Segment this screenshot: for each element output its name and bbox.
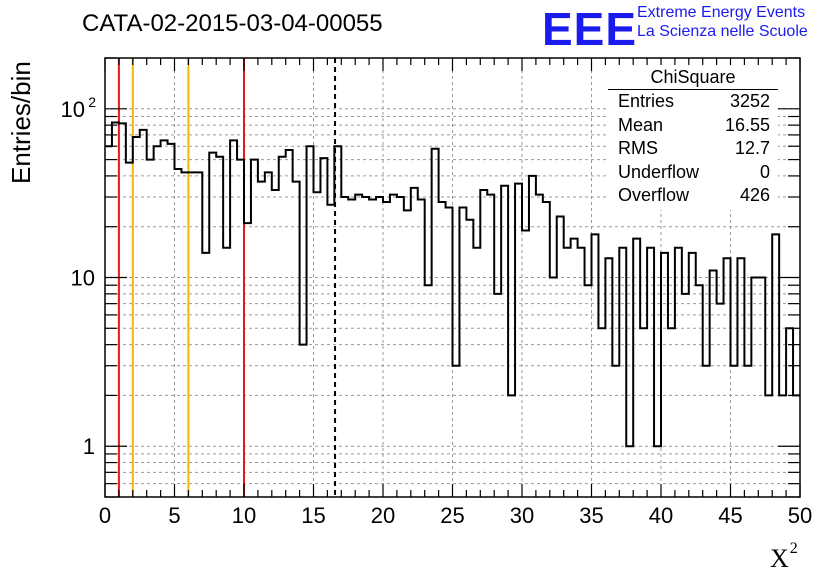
y-tick-label: 10 [61,97,85,122]
histogram-line [105,121,800,448]
stats-row: Entries 3252 [618,91,770,111]
axis-ticks [104,57,801,498]
y-tick-exponent: 2 [88,94,96,110]
y-tick-label: 10 [71,266,95,291]
stats-title: ChiSquare [608,65,778,90]
x-tick-label: 15 [301,503,325,528]
x-tick-label: 5 [168,503,180,528]
chart-title: CATA-02-2015-03-04-00055 [82,10,383,37]
x-tick-label: 45 [718,503,742,528]
x-tick-label: 25 [440,503,464,528]
y-tick-label: 1 [83,434,95,459]
x-tick-label: 35 [579,503,603,528]
logo-line-1: Extreme Energy Events [637,4,806,21]
x-tick-label: 40 [649,503,673,528]
stats-row: Mean 16.55 [618,114,770,135]
stats-row: Overflow 426 [618,185,770,205]
stats-row: Underflow 0 [618,161,770,182]
x-tick-label: 30 [510,503,534,528]
x-tick-label: 50 [788,503,812,528]
eee-logo: EEE [542,3,638,55]
logo-line-2: La Scienza nelle Scuole [637,23,808,40]
x-axis-label: X2 [770,540,798,573]
stats-box: ChiSquare Entries 3252 Mean 16.55 RMS 12.7 … [608,65,778,210]
x-tick-label: 0 [99,503,111,528]
stats-row: RMS 12.7 [618,138,770,158]
grid-lines [105,58,800,497]
x-tick-label: 20 [371,503,395,528]
x-tick-label: 10 [232,503,256,528]
y-axis-label: Entries/bin [6,61,36,184]
